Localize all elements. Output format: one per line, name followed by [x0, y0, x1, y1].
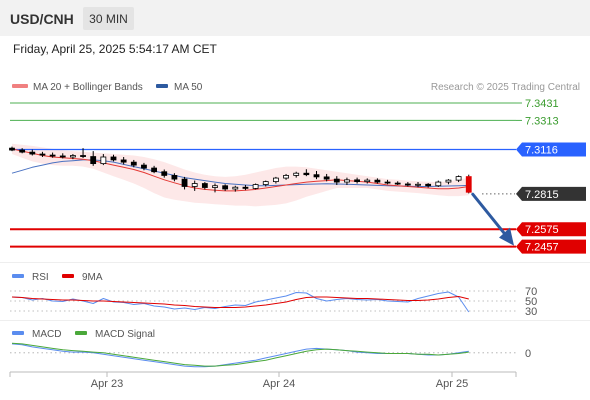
x-tick-label-2: Apr 25: [436, 378, 468, 390]
credit-label: Research © 2025 Trading Central: [431, 82, 580, 93]
price-plot: 7.3431 7.3313 7.3116 7.2815 7.2575 7.2457: [9, 98, 586, 254]
candle-body-7: [80, 155, 86, 157]
candle-body-4: [49, 154, 56, 157]
header: USD/CNH 30 MIN: [0, 0, 590, 36]
macd-series-1: [11, 342, 469, 367]
rsi-ma-legend-swatch: [62, 274, 74, 278]
ma20-legend-swatch: [12, 84, 28, 88]
candle-body-31: [323, 176, 330, 180]
forecast-arrow-shaft: [471, 192, 509, 239]
macd-divider: [0, 320, 590, 321]
candle-body-43: [445, 179, 452, 183]
candle-body-18: [191, 183, 198, 187]
macd-plot: 0: [10, 342, 531, 368]
candle-body-27: [283, 175, 289, 179]
level-label-3: 7.2815: [525, 189, 559, 201]
candle-body-44: [455, 176, 462, 181]
candle-body-39: [404, 183, 411, 186]
x-axis: Apr 23 Apr 24 Apr 25: [9, 371, 517, 390]
level-label-1: 7.3313: [525, 115, 559, 127]
candle-body-17: [181, 178, 188, 187]
candle-body-8: [90, 156, 97, 165]
candle-body-35: [364, 179, 371, 183]
rsi-series-0: [11, 291, 470, 313]
candle-body-38: [394, 182, 401, 185]
level-label-5: 7.2457: [525, 242, 559, 254]
candle-body-19: [201, 183, 208, 188]
candle-body-37: [384, 181, 391, 184]
ma50-legend-label: MA 50: [174, 82, 203, 93]
rsi-divider: [0, 262, 590, 263]
candle-body-13: [141, 164, 147, 169]
macd-tick-label-0: 0: [525, 348, 531, 360]
level-label-0: 7.3431: [525, 98, 559, 110]
macd-legend-swatch: [12, 331, 24, 335]
candle-body-1: [19, 149, 26, 153]
candle-body-41: [425, 183, 432, 187]
candle-body-23: [242, 186, 249, 189]
candle-body-9: [100, 156, 107, 165]
candle-body-22: [232, 186, 239, 190]
candle-body-12: [130, 161, 137, 166]
candle-body-2: [29, 151, 36, 155]
rsi-tick-label-0: 70: [525, 286, 537, 298]
candle-body-26: [272, 177, 279, 183]
candle-body-25: [262, 181, 269, 185]
candle-body-15: [161, 171, 168, 176]
x-tick-label-0: Apr 23: [91, 378, 123, 390]
candle-body-32: [333, 178, 340, 183]
level-label-4: 7.2575: [525, 224, 559, 236]
candle-body-36: [374, 179, 381, 183]
macd-legend-label: MACD: [32, 329, 61, 340]
ma20-line: [11, 148, 469, 192]
candle-body-14: [151, 167, 158, 173]
candle-body-3: [39, 153, 46, 156]
forecast-arrow-head: [499, 227, 514, 246]
timeframe-badge[interactable]: [83, 7, 134, 30]
candle-body-21: [222, 185, 229, 190]
candle-body-5: [59, 155, 66, 158]
candle-body-16: [171, 175, 178, 180]
timeframe-label: 30 MIN: [89, 12, 128, 26]
rsi-series-1: [11, 296, 469, 308]
bollinger-band: [12, 143, 469, 207]
candle-body-20: [212, 185, 218, 188]
rsi-ma-legend-label: 9MA: [82, 272, 103, 283]
level-tag-2: [516, 142, 586, 157]
candle-body-34: [354, 179, 361, 183]
macd-signal-legend-label: MACD Signal: [95, 329, 155, 340]
macd-signal-legend-swatch: [75, 331, 87, 335]
level-tag-5: [516, 239, 586, 254]
rsi-legend-label: RSI: [32, 272, 49, 283]
candle-body-45: [465, 176, 472, 193]
level-tag-4: [516, 222, 586, 237]
level-label-2: 7.3116: [525, 144, 558, 156]
datetime-label: Friday, April 25, 2025 5:54:17 AM CET: [13, 42, 218, 56]
candle-body-33: [344, 179, 350, 183]
candle-body-29: [303, 172, 310, 176]
candle-body-0: [9, 147, 15, 151]
symbol-title: USD/CNH: [10, 11, 74, 27]
rsi-tick-label-1: 50: [525, 296, 537, 308]
candle-body-24: [252, 184, 259, 189]
candle-body-28: [293, 172, 300, 176]
x-tick-label-1: Apr 24: [263, 378, 295, 390]
candle-body-40: [415, 183, 421, 186]
candle-body-11: [120, 159, 127, 163]
candle-body-10: [110, 156, 117, 161]
ma20-legend-label: MA 20 + Bollinger Bands: [33, 82, 143, 93]
ma50-legend-swatch: [156, 84, 168, 88]
level-tag-3: [516, 186, 586, 201]
candle-body-6: [70, 155, 76, 158]
rsi-tick-label-2: 30: [525, 306, 537, 318]
candle-body-30: [313, 174, 320, 178]
rsi-legend-swatch: [12, 274, 24, 278]
candle-body-42: [435, 181, 442, 187]
